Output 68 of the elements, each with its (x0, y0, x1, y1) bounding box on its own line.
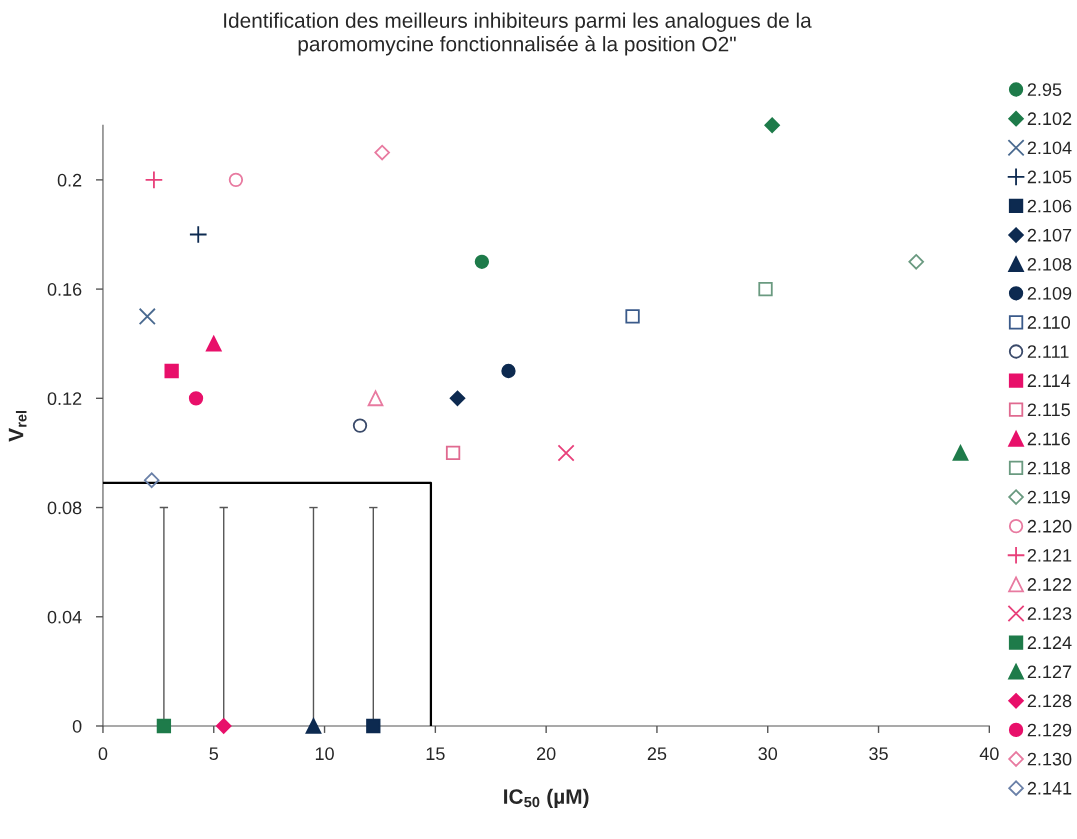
point (374, 144, 390, 161)
legend-label: 2.128 (1027, 694, 1072, 708)
point (367, 390, 384, 407)
point (143, 472, 160, 489)
legend-label: 2.120 (1027, 519, 1072, 533)
legend-label: 2.129 (1027, 723, 1072, 737)
legend-label: 2.108 (1027, 257, 1072, 271)
point (189, 225, 208, 244)
y-axis-title: V$_{rel}$ (8, 410, 27, 442)
point (188, 391, 204, 406)
point (138, 307, 156, 325)
x-tick-label: 0 (98, 747, 108, 761)
legend-label: 2.119 (1027, 490, 1070, 504)
point (445, 445, 461, 461)
point (449, 390, 466, 407)
point (305, 718, 322, 734)
x-tick-label: 35 (869, 747, 888, 761)
legend-label: 2.102 (1027, 112, 1072, 126)
y-tick-label: 0.04 (47, 610, 82, 624)
x-tick-label: 40 (979, 747, 999, 761)
point (205, 335, 222, 352)
legend-label: 2.104 (1027, 141, 1072, 155)
legend-label: 2.111 (1027, 345, 1069, 358)
point (366, 718, 381, 734)
legend-label: 2.114 (1027, 374, 1071, 387)
x-tick-label: 25 (647, 747, 667, 761)
point (215, 718, 232, 734)
y-tick-label: 0.2 (57, 173, 82, 187)
legend-label: 2.106 (1027, 199, 1072, 213)
point (952, 445, 969, 461)
point (625, 309, 640, 324)
point (474, 254, 490, 269)
legend-label: 2.127 (1027, 665, 1072, 679)
point (758, 281, 773, 297)
x-tick-label: 15 (426, 747, 445, 761)
legend-label: 2.105 (1027, 170, 1072, 184)
x-tick-label: 30 (758, 747, 778, 761)
x-tick-label: 10 (315, 747, 334, 761)
x-tick-label: 5 (209, 747, 219, 761)
point (156, 718, 172, 734)
point (228, 172, 244, 188)
point (501, 363, 516, 379)
x-axis-title: IC$_{50}$ (µM) (504, 788, 589, 809)
x-tick-label: 20 (537, 747, 556, 761)
legend-label: 2.121 (1027, 548, 1072, 562)
y-tick-label: 0.08 (47, 501, 82, 515)
legend-label: 2.110 (1027, 316, 1071, 329)
point (164, 363, 179, 379)
legend-label: 2.109 (1027, 286, 1072, 300)
legend-label: 2.118 (1027, 461, 1070, 475)
point (144, 170, 164, 190)
legend-label: 2.116 (1027, 432, 1070, 446)
legend-label: 2.107 (1027, 228, 1072, 242)
point (352, 418, 368, 433)
legend-label: 2.124 (1027, 636, 1072, 649)
legend-label: 2.141 (1027, 781, 1072, 795)
point (764, 117, 780, 134)
legend-label: 2.115 (1027, 403, 1070, 417)
legend-label: 2.95 (1027, 83, 1062, 97)
chart-title: Identification des meilleurs inhibiteurs parmi les analogues de la paromomycine fonctionnalisée à la position O2" (224, 12, 812, 56)
point (557, 444, 575, 462)
legend-label: 2.123 (1027, 607, 1072, 620)
y-tick-label: 0 (72, 719, 82, 733)
legend-label: 2.130 (1027, 752, 1072, 766)
legend-label: 2.122 (1027, 578, 1072, 591)
y-tick-label: 0.12 (47, 392, 82, 406)
point (908, 254, 924, 270)
y-tick-label: 0.16 (47, 283, 82, 296)
